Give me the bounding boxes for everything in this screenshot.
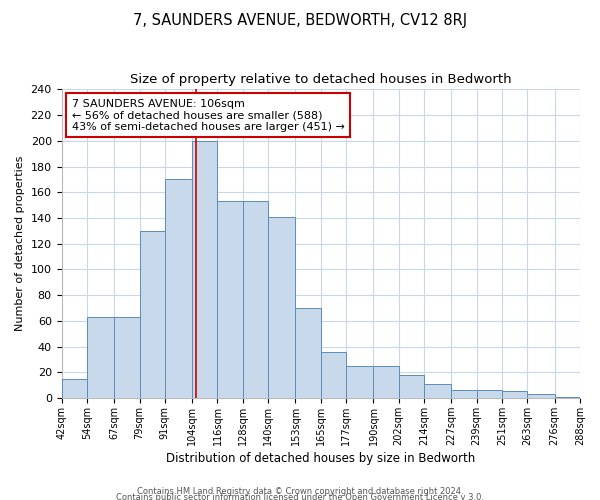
Text: 7, SAUNDERS AVENUE, BEDWORTH, CV12 8RJ: 7, SAUNDERS AVENUE, BEDWORTH, CV12 8RJ	[133, 12, 467, 28]
Bar	[477, 390, 502, 398]
Bar	[165, 180, 192, 398]
Bar	[373, 366, 399, 398]
Text: 7 SAUNDERS AVENUE: 106sqm
← 56% of detached houses are smaller (588)
43% of semi: 7 SAUNDERS AVENUE: 106sqm ← 56% of detac…	[72, 98, 345, 132]
Bar	[527, 394, 555, 398]
Y-axis label: Number of detached properties: Number of detached properties	[15, 156, 25, 332]
Bar	[87, 317, 114, 398]
Bar	[451, 390, 477, 398]
X-axis label: Distribution of detached houses by size in Bedworth: Distribution of detached houses by size …	[166, 452, 475, 465]
Bar	[140, 231, 165, 398]
Bar	[346, 366, 373, 398]
Bar	[295, 308, 321, 398]
Title: Size of property relative to detached houses in Bedworth: Size of property relative to detached ho…	[130, 72, 512, 86]
Bar	[424, 384, 451, 398]
Bar	[321, 352, 346, 398]
Bar	[217, 202, 243, 398]
Bar	[399, 375, 424, 398]
Bar	[268, 216, 295, 398]
Bar	[192, 141, 217, 398]
Bar	[555, 396, 580, 398]
Text: Contains public sector information licensed under the Open Government Licence v : Contains public sector information licen…	[116, 492, 484, 500]
Bar	[243, 202, 268, 398]
Text: Contains HM Land Registry data © Crown copyright and database right 2024.: Contains HM Land Registry data © Crown c…	[137, 486, 463, 496]
Bar	[62, 378, 87, 398]
Bar	[114, 317, 140, 398]
Bar	[502, 392, 527, 398]
